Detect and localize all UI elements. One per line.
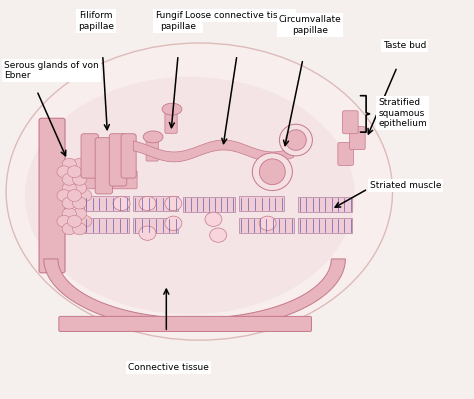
Bar xyxy=(133,218,178,233)
FancyBboxPatch shape xyxy=(146,141,158,161)
Ellipse shape xyxy=(25,77,355,314)
FancyBboxPatch shape xyxy=(39,118,65,273)
Text: Striated muscle: Striated muscle xyxy=(370,181,441,190)
Ellipse shape xyxy=(6,43,392,340)
Circle shape xyxy=(73,197,87,209)
Circle shape xyxy=(62,223,76,235)
Circle shape xyxy=(78,166,92,178)
Bar xyxy=(298,197,353,212)
Circle shape xyxy=(78,190,92,201)
Circle shape xyxy=(139,226,156,240)
FancyBboxPatch shape xyxy=(59,316,311,332)
FancyBboxPatch shape xyxy=(121,134,136,178)
Circle shape xyxy=(62,174,76,185)
Circle shape xyxy=(73,158,87,170)
FancyBboxPatch shape xyxy=(81,134,99,178)
Text: Taste bud: Taste bud xyxy=(383,41,426,50)
Circle shape xyxy=(78,215,92,227)
Text: Loose connective tissue: Loose connective tissue xyxy=(185,11,294,20)
Circle shape xyxy=(67,215,82,227)
Circle shape xyxy=(210,228,227,242)
FancyBboxPatch shape xyxy=(109,134,127,186)
Circle shape xyxy=(67,166,82,178)
Text: Circumvallate
papillae: Circumvallate papillae xyxy=(279,15,341,35)
Circle shape xyxy=(165,196,182,211)
Text: Stratified
squamous
epithelium: Stratified squamous epithelium xyxy=(378,98,427,128)
Ellipse shape xyxy=(143,131,163,143)
Circle shape xyxy=(57,215,71,227)
Bar xyxy=(298,218,353,233)
FancyBboxPatch shape xyxy=(95,138,113,194)
Polygon shape xyxy=(44,259,346,330)
Circle shape xyxy=(62,197,76,209)
Circle shape xyxy=(73,174,87,185)
Circle shape xyxy=(57,190,71,201)
Circle shape xyxy=(62,182,76,194)
Circle shape xyxy=(57,166,71,178)
Text: Fungiform
papillae: Fungiform papillae xyxy=(155,11,201,31)
Circle shape xyxy=(62,158,76,170)
Bar xyxy=(239,196,284,211)
Circle shape xyxy=(139,196,156,211)
FancyBboxPatch shape xyxy=(338,142,354,166)
Circle shape xyxy=(113,196,130,211)
Text: Filiform
papillae: Filiform papillae xyxy=(78,11,114,31)
FancyBboxPatch shape xyxy=(350,126,365,150)
FancyBboxPatch shape xyxy=(165,113,177,133)
Text: Connective tissue: Connective tissue xyxy=(128,363,209,372)
FancyBboxPatch shape xyxy=(343,111,358,134)
Bar xyxy=(84,218,128,233)
Circle shape xyxy=(165,216,182,230)
Ellipse shape xyxy=(162,103,182,115)
Text: Serous glands of von
Ebner: Serous glands of von Ebner xyxy=(4,61,99,80)
Circle shape xyxy=(62,208,76,220)
Bar xyxy=(183,197,235,212)
Polygon shape xyxy=(133,140,293,162)
Circle shape xyxy=(73,208,87,220)
Circle shape xyxy=(205,212,222,227)
Circle shape xyxy=(73,223,87,235)
Ellipse shape xyxy=(259,159,285,185)
Bar xyxy=(133,196,178,211)
FancyBboxPatch shape xyxy=(78,171,137,189)
Bar xyxy=(239,218,293,233)
Ellipse shape xyxy=(285,130,306,150)
Ellipse shape xyxy=(279,124,312,156)
Circle shape xyxy=(67,190,82,201)
Ellipse shape xyxy=(252,153,292,191)
Circle shape xyxy=(73,182,87,194)
Circle shape xyxy=(259,216,276,230)
Bar xyxy=(84,196,128,211)
